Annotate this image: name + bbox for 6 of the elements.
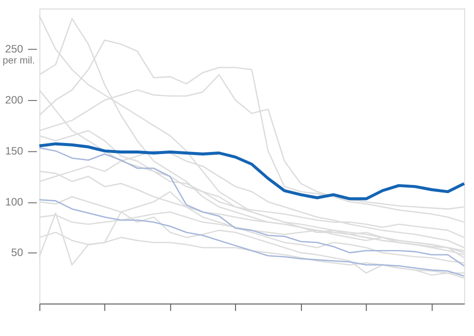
y-tick-label: 150 [5,145,24,158]
y-axis-title: per mil. [2,55,35,66]
y-tick-label: 250 [5,44,24,56]
y-tick-label: 100 [5,196,24,208]
y-tick-label: 50 [11,247,24,260]
y-tick-label: 200 [5,94,24,107]
